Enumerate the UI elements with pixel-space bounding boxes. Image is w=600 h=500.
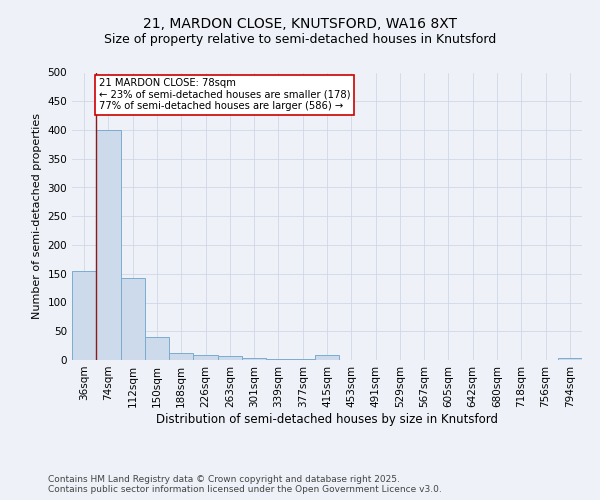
Bar bbox=[169, 353, 193, 360]
Bar bbox=[145, 337, 169, 360]
Bar bbox=[121, 278, 145, 360]
Text: 21, MARDON CLOSE, KNUTSFORD, WA16 8XT: 21, MARDON CLOSE, KNUTSFORD, WA16 8XT bbox=[143, 18, 457, 32]
Bar bbox=[242, 358, 266, 360]
Y-axis label: Number of semi-detached properties: Number of semi-detached properties bbox=[32, 114, 42, 320]
Bar bbox=[290, 359, 315, 360]
Text: 21 MARDON CLOSE: 78sqm
← 23% of semi-detached houses are smaller (178)
77% of se: 21 MARDON CLOSE: 78sqm ← 23% of semi-det… bbox=[99, 78, 350, 112]
Bar bbox=[218, 356, 242, 360]
Text: Size of property relative to semi-detached houses in Knutsford: Size of property relative to semi-detach… bbox=[104, 32, 496, 46]
Bar bbox=[266, 359, 290, 360]
Bar bbox=[96, 130, 121, 360]
Text: Contains HM Land Registry data © Crown copyright and database right 2025.
Contai: Contains HM Land Registry data © Crown c… bbox=[48, 474, 442, 494]
Bar bbox=[315, 356, 339, 360]
X-axis label: Distribution of semi-detached houses by size in Knutsford: Distribution of semi-detached houses by … bbox=[156, 412, 498, 426]
Bar bbox=[193, 356, 218, 360]
Bar bbox=[72, 271, 96, 360]
Bar bbox=[558, 358, 582, 360]
